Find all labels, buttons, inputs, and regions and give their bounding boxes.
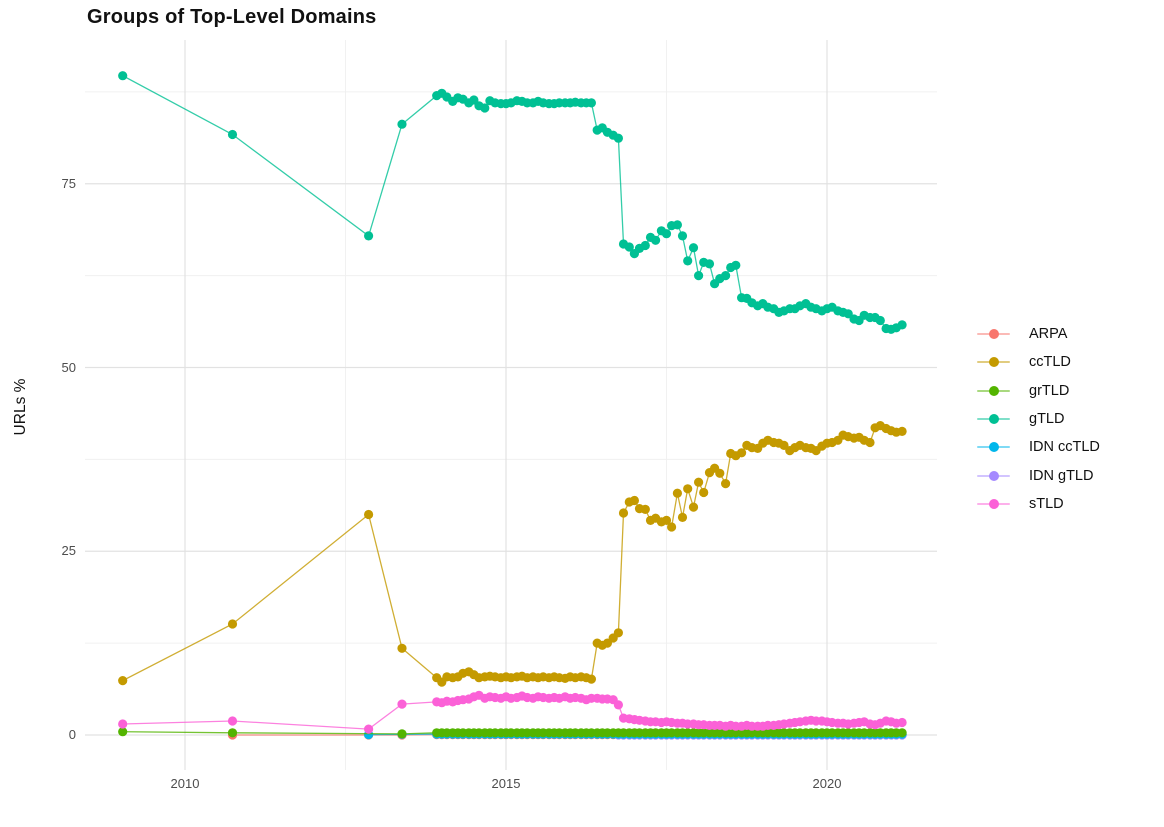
data-point xyxy=(118,676,128,686)
legend-key-icon xyxy=(977,438,1010,456)
data-point xyxy=(694,477,704,487)
data-point xyxy=(618,508,629,518)
data-point xyxy=(737,448,747,458)
legend-item-gtld: gTLD xyxy=(977,405,1100,433)
legend-key-icon xyxy=(977,495,1010,513)
data-point xyxy=(667,522,677,532)
data-point xyxy=(897,717,907,728)
data-point xyxy=(704,259,715,269)
legend-item-cctld: ccTLD xyxy=(977,348,1100,376)
x-tick-label: 2015 xyxy=(491,776,521,791)
series-points-gtld xyxy=(118,71,907,334)
data-point xyxy=(694,271,704,281)
data-point xyxy=(661,515,672,526)
data-point xyxy=(364,509,374,520)
data-point xyxy=(865,437,875,448)
series-line-cctld xyxy=(122,424,903,683)
x-tick-label: 2010 xyxy=(170,776,200,791)
data-point xyxy=(672,220,683,230)
data-point xyxy=(118,71,128,81)
data-point xyxy=(480,103,490,113)
data-point xyxy=(629,495,640,506)
chart-title: Groups of Top-Level Domains xyxy=(87,6,377,28)
series-points-stld xyxy=(118,690,907,734)
legend-key-icon xyxy=(977,353,1010,371)
data-point xyxy=(118,727,128,737)
legend-label: sTLD xyxy=(1029,495,1064,512)
data-point xyxy=(672,488,683,498)
data-point xyxy=(364,724,374,734)
y-tick-label: 50 xyxy=(61,359,76,375)
data-point xyxy=(397,119,407,129)
legend-key-icon xyxy=(977,325,1010,343)
data-point xyxy=(688,502,699,512)
legend-item-idn-gtld: IDN gTLD xyxy=(977,461,1100,489)
legend-label: ccTLD xyxy=(1029,354,1071,371)
data-point xyxy=(661,229,672,239)
data-point xyxy=(731,260,741,270)
data-point xyxy=(721,479,731,489)
data-point xyxy=(897,320,907,330)
data-point xyxy=(699,487,709,498)
y-tick-label: 25 xyxy=(61,543,76,559)
data-point xyxy=(875,315,885,326)
data-point xyxy=(897,426,907,436)
legend-key-icon xyxy=(977,410,1010,428)
legend-item-arpa: ARPA xyxy=(977,320,1100,348)
legend: ARPA ccTLD grTLD gTLD IDN ccTLD IDN gTLD sTLD xyxy=(977,320,1100,518)
data-point xyxy=(715,468,725,478)
data-point xyxy=(640,240,650,251)
data-point xyxy=(118,719,128,729)
data-point xyxy=(613,700,624,710)
series-line-gtld xyxy=(122,75,903,330)
data-point xyxy=(688,243,699,253)
legend-key-icon xyxy=(977,467,1010,485)
data-point xyxy=(677,512,688,523)
data-point xyxy=(397,643,407,653)
x-tick-label: 2020 xyxy=(812,776,842,791)
y-tick-label: 75 xyxy=(61,175,76,191)
y-axis-title: URLs % xyxy=(12,378,29,436)
data-point xyxy=(397,729,407,739)
legend-label: gTLD xyxy=(1029,411,1065,428)
legend-label: IDN ccTLD xyxy=(1029,439,1100,456)
data-point xyxy=(364,231,374,241)
legend-item-idn-cctld: IDN ccTLD xyxy=(977,433,1100,461)
data-point xyxy=(683,256,693,266)
data-point xyxy=(227,129,238,140)
data-point xyxy=(586,674,597,684)
data-point xyxy=(721,271,731,281)
data-point xyxy=(227,619,238,629)
data-point xyxy=(227,716,238,726)
y-tick-label: 0 xyxy=(68,727,76,742)
series-points-grtld xyxy=(118,727,907,739)
data-point xyxy=(651,235,661,245)
data-point xyxy=(586,98,597,108)
data-point xyxy=(677,231,688,241)
data-point xyxy=(640,504,650,514)
legend-item-stld: sTLD xyxy=(977,490,1100,518)
data-point xyxy=(624,242,634,252)
data-point xyxy=(897,728,907,738)
legend-item-grtld: grTLD xyxy=(977,377,1100,405)
data-point xyxy=(613,628,624,638)
legend-key-icon xyxy=(977,382,1010,400)
legend-label: ARPA xyxy=(1029,326,1068,343)
data-point xyxy=(613,133,624,143)
legend-label: IDN gTLD xyxy=(1029,467,1094,484)
data-point xyxy=(397,699,407,709)
data-point xyxy=(227,728,238,738)
legend-label: grTLD xyxy=(1029,382,1070,399)
data-point xyxy=(683,484,693,494)
series-points-cctld xyxy=(118,421,907,687)
